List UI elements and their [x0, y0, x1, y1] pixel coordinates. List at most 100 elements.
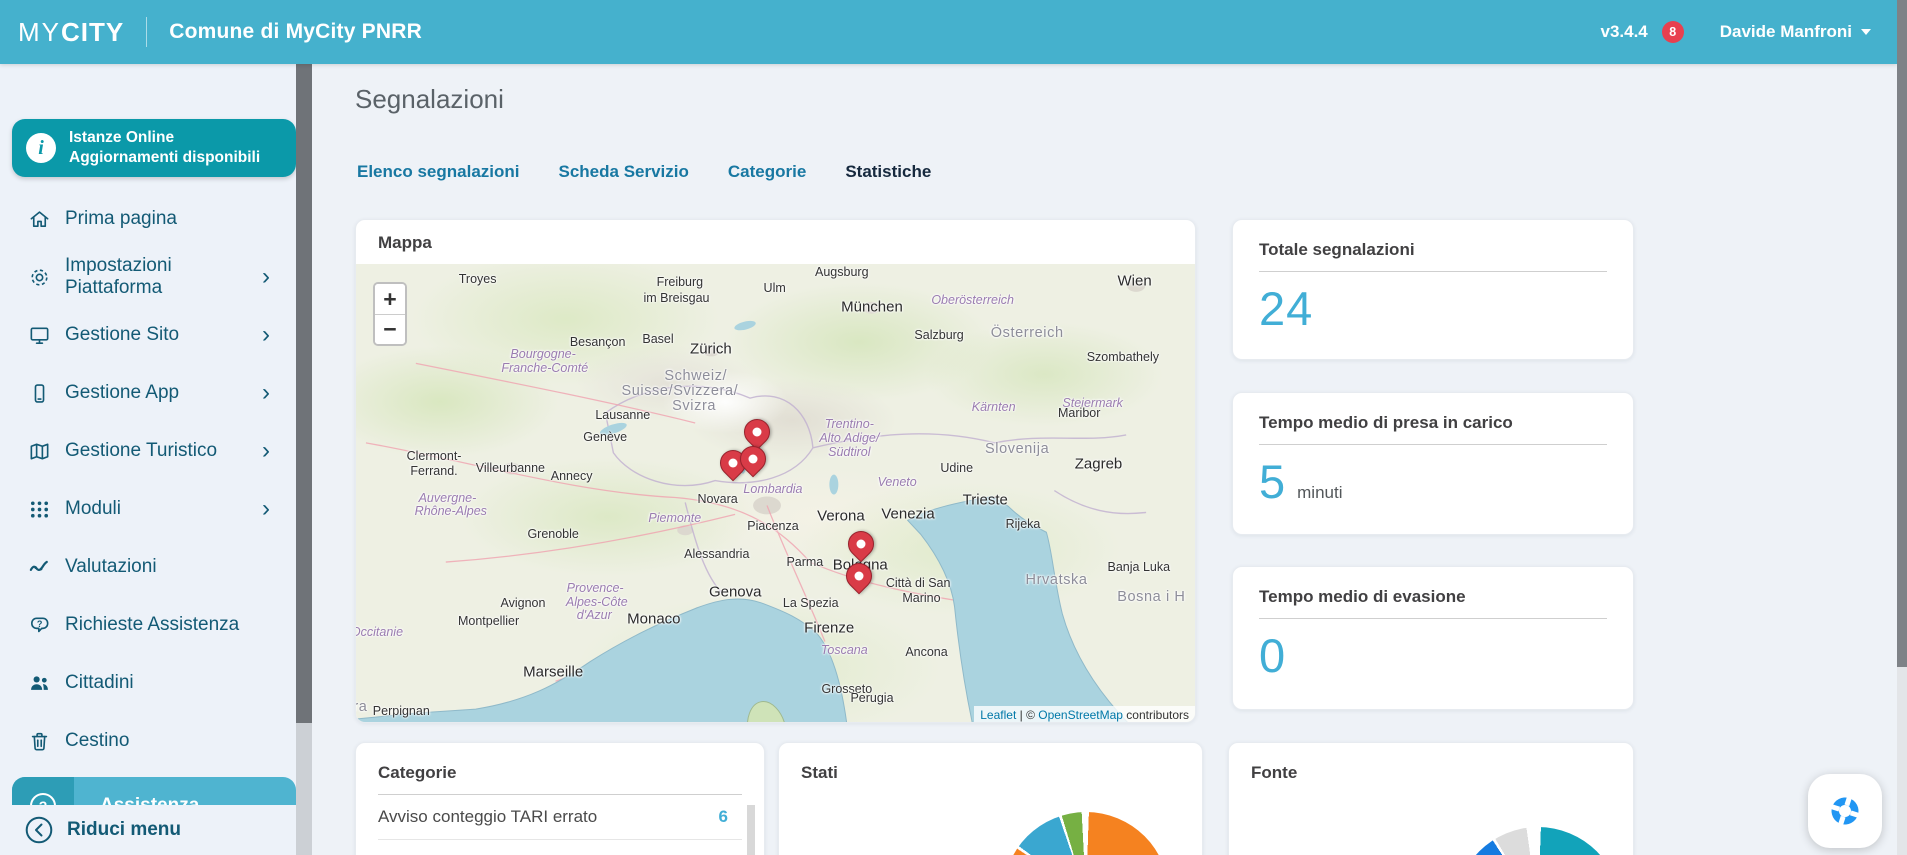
fonte-card: Fonte — [1228, 742, 1634, 855]
tempo-evasione-card: Tempo medio di evasione 0 — [1232, 566, 1634, 710]
category-count: 6 — [719, 807, 728, 827]
trash-icon — [28, 730, 51, 753]
sidebar-item-prima-pagina[interactable]: Prima pagina — [0, 190, 296, 248]
life-buoy-icon — [1825, 791, 1865, 831]
tab-categorie[interactable]: Categorie — [728, 162, 806, 182]
app-title: Comune di MyCity PNRR — [169, 20, 422, 44]
leaflet-link[interactable]: Leaflet — [980, 708, 1016, 722]
notice-title: Istanze Online — [69, 128, 260, 148]
sidebar-item-label: Cestino — [65, 730, 129, 752]
map-icon — [28, 440, 51, 463]
attribution-separator: | © — [1016, 708, 1038, 722]
sidebar-item-cittadini[interactable]: Cittadini — [0, 654, 296, 712]
map-card-title: Mappa — [378, 233, 1173, 253]
fonte-card-title: Fonte — [1251, 763, 1611, 783]
istanze-online-notice-button[interactable]: i Istanze Online Aggiornamenti disponibi… — [12, 119, 296, 177]
top-header: MYCITY Comune di MyCity PNRR v3.4.4 8 Da… — [0, 0, 1897, 64]
chevron-right-icon: › — [262, 381, 270, 405]
sidebar-item-richieste-assistenza[interactable]: ? Richieste Assistenza — [0, 596, 296, 654]
smartphone-icon — [28, 382, 51, 405]
leaflet-map[interactable]: TroyesFreiburgim BreisgauUlmAugsburgMünc… — [356, 264, 1195, 723]
divider — [1259, 618, 1607, 619]
category-list-scrollbar[interactable] — [747, 805, 755, 855]
totale-segnalazioni-card: Totale segnalazioni 24 — [1232, 219, 1634, 360]
stat-card-title: Tempo medio di evasione — [1259, 587, 1607, 607]
sidebar-item-gestione-sito[interactable]: Gestione Sito › — [0, 306, 296, 364]
categorie-card-title: Categorie — [378, 763, 742, 783]
stat-value: 24 — [1259, 285, 1313, 332]
stat-card-title: Tempo medio di presa in carico — [1259, 413, 1607, 433]
grid-dots-icon — [28, 498, 51, 521]
category-row: Avviso conteggio TARI errato 6 — [378, 795, 742, 840]
sidebar-item-gestione-app[interactable]: Gestione App › — [0, 364, 296, 422]
map-pins — [356, 264, 1195, 723]
main-content: Segnalazioni Elenco segnalazioni Scheda … — [312, 64, 1897, 855]
sidebar-item-gestione-turistico[interactable]: Gestione Turistico › — [0, 422, 296, 480]
tabs-bar: Elenco segnalazioni Scheda Servizio Cate… — [357, 162, 931, 182]
sidebar-item-valutazioni[interactable]: Valutazioni — [0, 538, 296, 596]
category-list-scrollbar-thumb[interactable] — [747, 805, 755, 855]
updates-badge: 8 — [1662, 21, 1684, 43]
chevron-right-icon: › — [262, 497, 270, 521]
divider — [1259, 444, 1607, 445]
sidebar-item-label: Gestione Sito — [65, 324, 179, 346]
map-card: Mappa — [355, 219, 1196, 723]
page-scrollbar[interactable] — [1897, 0, 1907, 855]
stati-card: Stati — [778, 742, 1203, 855]
page-scrollbar-thumb[interactable] — [1897, 0, 1907, 667]
sidebar-item-moduli[interactable]: Moduli › — [0, 480, 296, 538]
collapse-menu-button[interactable]: Riduci menu — [0, 805, 296, 855]
category-label: Avviso conteggio TARI errato — [378, 807, 597, 827]
category-row: Illuminazione Pubblica 17 — [378, 840, 742, 855]
stat-value: 5 — [1259, 458, 1286, 505]
sidebar-item-label: Gestione Turistico — [65, 440, 217, 462]
chevron-down-icon — [1861, 29, 1871, 35]
sidebar: i Istanze Online Aggiornamenti disponibi… — [0, 64, 312, 855]
categorie-card: Categorie Avviso conteggio TARI errato 6… — [355, 742, 765, 855]
user-name: Davide Manfroni — [1720, 22, 1852, 42]
stat-unit: minuti — [1297, 483, 1342, 503]
stat-value: 0 — [1259, 632, 1286, 679]
sidebar-item-label: Moduli — [65, 498, 121, 520]
page-title: Segnalazioni — [355, 84, 504, 115]
chevron-right-icon: › — [262, 439, 270, 463]
sidebar-scrollbar-thumb[interactable] — [296, 64, 312, 723]
map-attribution: Leaflet | © OpenStreetMap contributors — [974, 706, 1195, 723]
map-zoom-control: + − — [373, 282, 407, 346]
tab-statistiche[interactable]: Statistiche — [845, 162, 931, 182]
osm-link[interactable]: OpenStreetMap — [1038, 708, 1123, 722]
chevron-right-icon: › — [262, 323, 270, 347]
sidebar-item-cestino[interactable]: Cestino — [0, 712, 296, 770]
mycity-logo[interactable]: MYCITY — [18, 17, 124, 48]
sidebar-menu: Prima pagina Impostazioni Piattaforma › … — [0, 190, 296, 770]
chat-question-icon: ? — [28, 614, 51, 637]
sidebar-item-label: Prima pagina — [65, 208, 177, 230]
stati-card-title: Stati — [801, 763, 1180, 783]
zoom-in-button[interactable]: + — [375, 284, 405, 314]
sidebar-item-label: Impostazioni Piattaforma — [65, 255, 248, 299]
tempo-presa-in-carico-card: Tempo medio di presa in carico 5 minuti — [1232, 392, 1634, 535]
sidebar-item-label: Cittadini — [65, 672, 134, 694]
chevron-left-circle-icon — [24, 815, 54, 845]
divider — [1259, 271, 1607, 272]
user-menu[interactable]: Davide Manfroni — [1720, 22, 1871, 42]
trend-line-icon — [28, 556, 51, 579]
fonte-pie-chart[interactable] — [1455, 827, 1621, 855]
gear-icon — [28, 266, 51, 289]
attribution-suffix: contributors — [1123, 708, 1189, 722]
collapse-menu-label: Riduci menu — [67, 819, 181, 841]
notice-subtitle: Aggiornamenti disponibili — [69, 148, 260, 168]
help-floating-button[interactable] — [1808, 774, 1882, 848]
version-label: v3.4.4 — [1600, 22, 1647, 42]
sidebar-item-label: Gestione App — [65, 382, 179, 404]
sidebar-item-impostazioni-piattaforma[interactable]: Impostazioni Piattaforma › — [0, 248, 296, 306]
people-icon — [28, 672, 51, 695]
sidebar-scrollbar[interactable] — [296, 64, 312, 855]
tab-elenco-segnalazioni[interactable]: Elenco segnalazioni — [357, 162, 520, 182]
chevron-right-icon: › — [262, 265, 270, 289]
zoom-out-button[interactable]: − — [375, 314, 405, 344]
tab-scheda-servizio[interactable]: Scheda Servizio — [559, 162, 689, 182]
sidebar-item-label: Valutazioni — [65, 556, 157, 578]
stati-pie-chart[interactable] — [1003, 812, 1169, 855]
sidebar-item-label: Richieste Assistenza — [65, 614, 239, 636]
